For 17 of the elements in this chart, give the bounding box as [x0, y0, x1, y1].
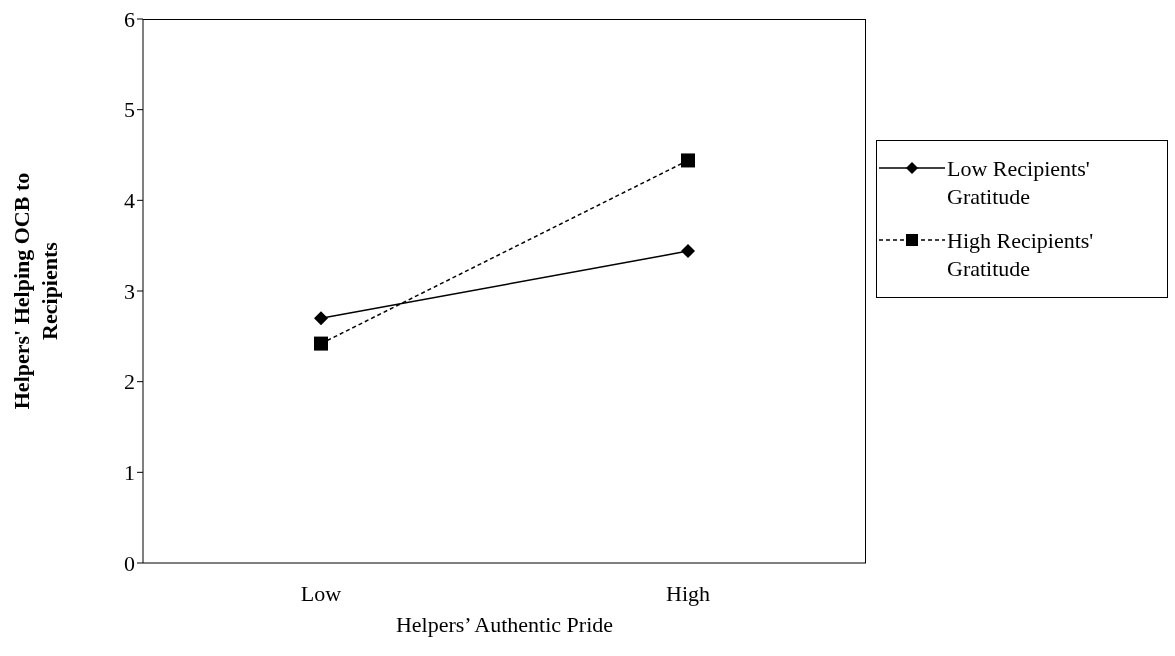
- point: [681, 153, 695, 168]
- point: [681, 244, 695, 259]
- x-axis-title: Helpers’ Authentic Pride: [394, 612, 615, 638]
- x-tick-label: Low: [300, 580, 342, 606]
- y-tick-label: 5: [124, 97, 135, 123]
- y-tick-label: 0: [124, 550, 135, 576]
- x-tick-label: High: [666, 580, 710, 606]
- point: [314, 311, 328, 326]
- y-tick-label: 2: [124, 369, 135, 395]
- y-tick-label: 1: [124, 460, 135, 486]
- y-tick-label: 3: [124, 278, 135, 304]
- y-axis-title: Helpers' Helping OCB to Recipients: [8, 171, 63, 412]
- legend-label: High Recipients' Gratitude: [947, 227, 1095, 283]
- legend-label: Low Recipients' Gratitude: [947, 155, 1091, 211]
- y-tick-label: 4: [124, 188, 135, 214]
- point: [314, 336, 328, 351]
- y-tick-label: 6: [124, 6, 135, 32]
